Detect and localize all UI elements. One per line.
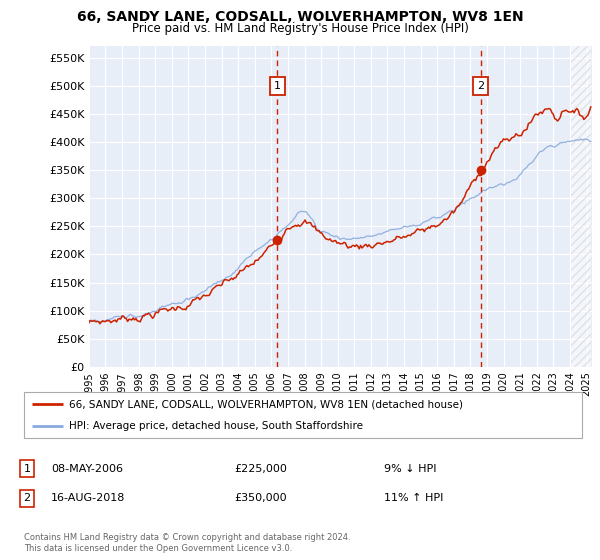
FancyBboxPatch shape bbox=[24, 392, 582, 438]
Text: 2: 2 bbox=[23, 493, 31, 503]
Text: Contains HM Land Registry data © Crown copyright and database right 2024.
This d: Contains HM Land Registry data © Crown c… bbox=[24, 533, 350, 553]
Text: HPI: Average price, detached house, South Staffordshire: HPI: Average price, detached house, Sout… bbox=[68, 421, 362, 431]
Text: £350,000: £350,000 bbox=[234, 493, 287, 503]
Text: 1: 1 bbox=[23, 464, 31, 474]
Text: 66, SANDY LANE, CODSALL, WOLVERHAMPTON, WV8 1EN (detached house): 66, SANDY LANE, CODSALL, WOLVERHAMPTON, … bbox=[68, 399, 463, 409]
Text: 1: 1 bbox=[274, 81, 281, 91]
Text: Price paid vs. HM Land Registry's House Price Index (HPI): Price paid vs. HM Land Registry's House … bbox=[131, 22, 469, 35]
Text: 9% ↓ HPI: 9% ↓ HPI bbox=[384, 464, 437, 474]
Text: 2: 2 bbox=[477, 81, 484, 91]
Text: 66, SANDY LANE, CODSALL, WOLVERHAMPTON, WV8 1EN: 66, SANDY LANE, CODSALL, WOLVERHAMPTON, … bbox=[77, 10, 523, 24]
Text: 08-MAY-2006: 08-MAY-2006 bbox=[51, 464, 123, 474]
Text: 11% ↑ HPI: 11% ↑ HPI bbox=[384, 493, 443, 503]
Text: 16-AUG-2018: 16-AUG-2018 bbox=[51, 493, 125, 503]
Text: £225,000: £225,000 bbox=[234, 464, 287, 474]
